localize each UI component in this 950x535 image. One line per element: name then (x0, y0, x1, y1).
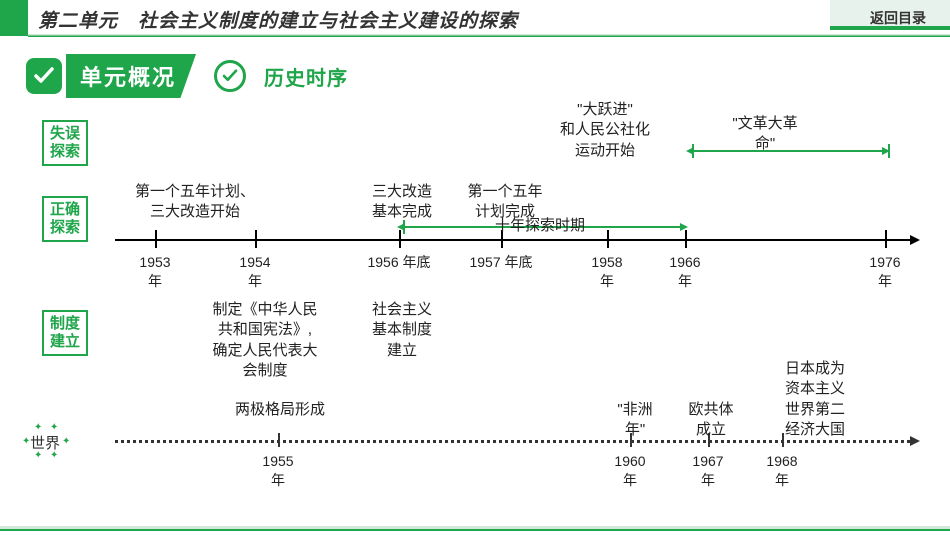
above-text-3: 三大改造 基本完成 (352, 182, 452, 223)
timeline-canvas: 1953 年 1954 年 1956 年底 1957 年底 1958 年1966 年 19… (100, 100, 930, 525)
main-year-3: 1957 年底 (461, 253, 541, 272)
main-tick-1 (255, 230, 257, 248)
subtitle-check-icon (214, 60, 246, 92)
row-label-correct: 正确 探索 (42, 196, 88, 242)
main-tick-5 (685, 230, 687, 248)
footer-line (0, 526, 950, 529)
above-text-0: "大跃进" 和人民公社化 运动开始 (540, 100, 670, 161)
main-year-5: 1966 年 (645, 253, 725, 291)
green-cap-l-1 (692, 144, 694, 158)
world-tick-0 (278, 433, 280, 447)
main-tick-6 (885, 230, 887, 248)
world-above-3: 日本成为 资本主义 世界第二 经济大国 (770, 359, 860, 440)
green-cap-l-0 (403, 220, 405, 234)
row-label-world: 世界 ✦ ✦ ✦ ✦ ✦ ✦ (30, 432, 60, 453)
header-underline (28, 34, 950, 37)
world-year-0: 1955 年 (243, 452, 313, 490)
world-above-1: "非洲 年" (605, 400, 665, 441)
main-tick-0 (155, 230, 157, 248)
row-label-system: 制度 建立 (42, 310, 88, 356)
main-year-2: 1956 年底 (359, 253, 439, 272)
header: 第二单元 社会主义制度的建立与社会主义建设的探索 返回目录 (0, 0, 950, 40)
world-axis-arrow (910, 436, 920, 446)
main-year-4: 1958 年 (567, 253, 647, 291)
world-above-0: 两极格局形成 (220, 400, 340, 420)
above-text-2: 第一个五年计划、 三大改造开始 (120, 182, 270, 223)
return-link[interactable]: 返回目录 (870, 8, 926, 28)
green-cap-r-1 (888, 144, 890, 158)
section-row: 单元概况 历史时序 (26, 54, 348, 98)
main-axis-arrow (910, 235, 920, 245)
main-tick-2 (399, 230, 401, 248)
subtitle: 历史时序 (264, 62, 348, 91)
green-span-1 (694, 150, 882, 152)
above-text-1: "文革大革 命" (710, 114, 820, 155)
main-year-0: 1953 年 (115, 253, 195, 291)
world-axis (115, 440, 910, 443)
green-arrow-r-0 (680, 223, 688, 231)
main-year-1: 1954 年 (215, 253, 295, 291)
main-axis (115, 239, 910, 241)
main-year-6: 1976 年 (845, 253, 925, 291)
check-badge-icon (26, 58, 62, 94)
world-above-2: 欧共体 成立 (676, 400, 746, 441)
below-text-0: 制定《中华人民 共和国宪法》, 确定人民代表大 会制度 (195, 300, 335, 381)
below-text-1: 社会主义 基本制度 建立 (352, 300, 452, 361)
row-label-mistake: 失误 探索 (42, 120, 88, 166)
unit-title: 第二单元 社会主义制度的建立与社会主义建设的探索 (38, 6, 518, 33)
world-year-1: 1960 年 (595, 452, 665, 490)
header-green-bar (0, 0, 28, 36)
world-year-3: 1968 年 (747, 452, 817, 490)
green-span-label-0: 十年探索时期 (460, 216, 620, 236)
section-tab: 单元概况 (66, 54, 196, 98)
world-year-2: 1967 年 (673, 452, 743, 490)
